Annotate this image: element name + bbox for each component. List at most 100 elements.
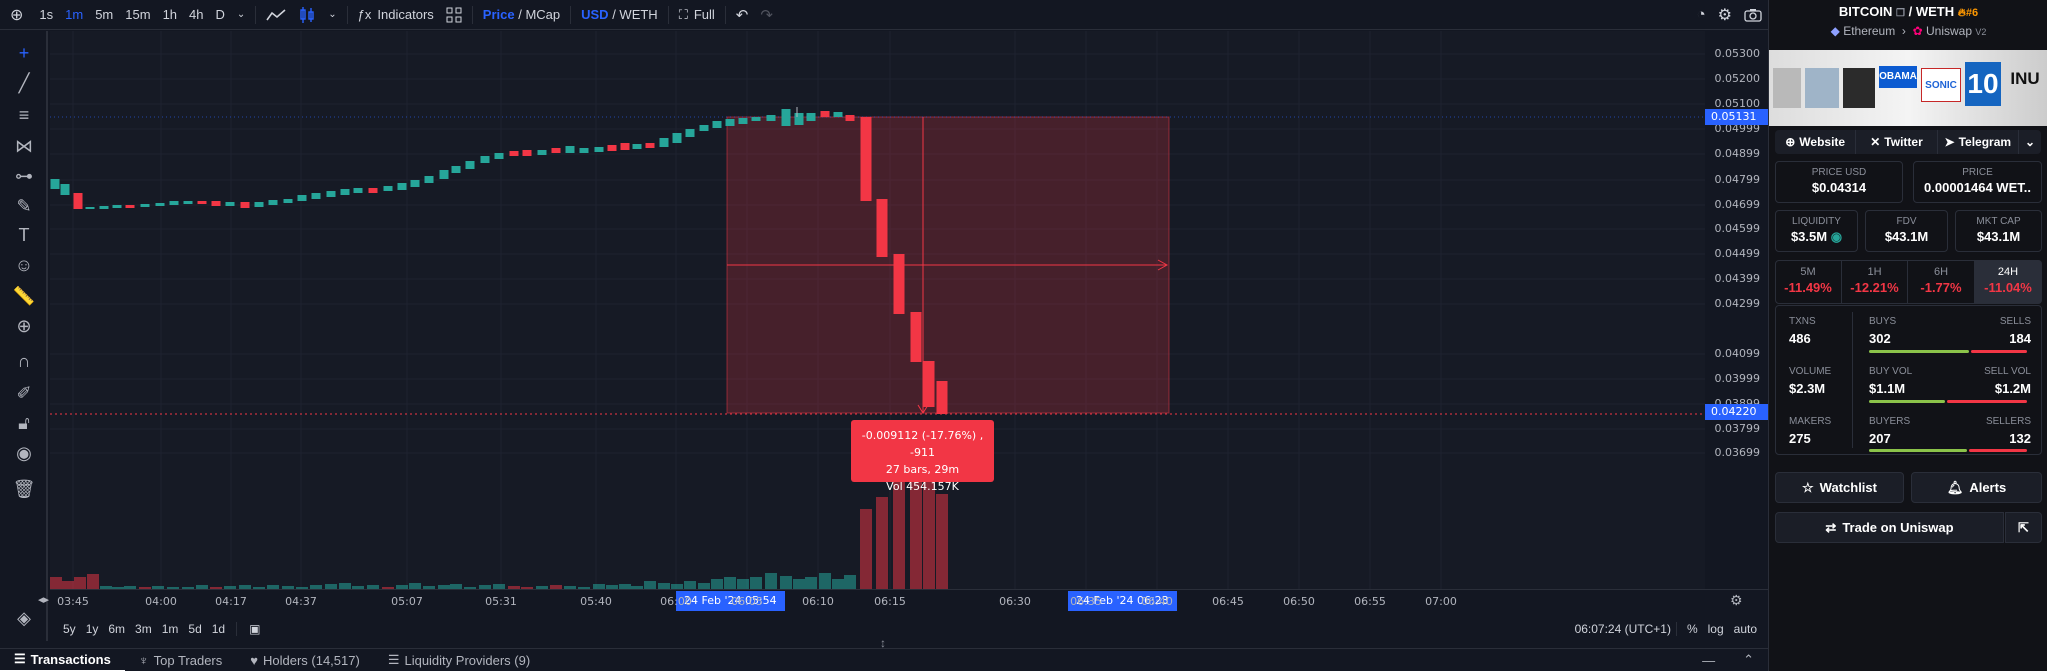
emoji-icon[interactable]: ☺ — [14, 254, 34, 275]
tab-holders[interactable]: ♥ Holders (14,517) — [236, 653, 374, 668]
volume-bar — [100, 586, 112, 589]
buyvol-bar — [1869, 400, 1945, 403]
interval-d[interactable]: D — [215, 7, 225, 22]
trend-line-icon[interactable]: ╱ — [18, 72, 30, 93]
volume-bar — [698, 583, 710, 589]
twitter-link[interactable]: ✕ Twitter — [1856, 130, 1938, 154]
candle — [672, 133, 682, 143]
range-1m[interactable]: 1m — [161, 622, 179, 636]
interval-1m[interactable]: 1m — [65, 7, 84, 22]
price-mcap-toggle[interactable]: Price / MCap — [477, 0, 566, 30]
chevron-down-icon[interactable]: ⌄ — [2024, 135, 2036, 149]
settings-gear-icon[interactable]: ⚙ — [1730, 592, 1743, 608]
volume-bar — [923, 459, 935, 589]
log-toggle[interactable]: log — [1707, 622, 1724, 636]
change-24h[interactable]: 24H -11.04% — [1974, 260, 2042, 304]
percent-toggle[interactable]: % — [1675, 622, 1703, 636]
add-symbol-icon[interactable]: ⊕ — [10, 6, 24, 24]
candle — [751, 117, 761, 121]
rank-badge: #6 — [1965, 7, 1979, 19]
eye-icon[interactable]: ◉ — [16, 442, 32, 463]
price-chart[interactable] — [50, 31, 1705, 589]
usd-option[interactable]: USD — [581, 7, 609, 22]
clock-readout[interactable]: 06:07:24 (UTC+1) — [1574, 622, 1671, 636]
crosshair-icon[interactable]: + — [18, 42, 30, 63]
price-usd-value: $0.04314 — [1811, 180, 1867, 195]
camera-icon[interactable] — [1738, 0, 1768, 30]
lock-icon[interactable]: 🔓︎ — [18, 412, 30, 433]
dex-version: V2 — [1975, 27, 1987, 37]
change-1h[interactable]: 1H -12.21% — [1841, 260, 1907, 304]
list-icon: ☰ — [14, 651, 26, 666]
zoom-in-icon[interactable]: ⊕ — [16, 315, 32, 336]
mcap-option[interactable]: MCap — [525, 7, 561, 22]
change-5m[interactable]: 5M -11.49% — [1775, 260, 1841, 304]
currency-toggle[interactable]: USD / WETH — [575, 0, 664, 30]
tab-transactions[interactable]: ☰ Transactions — [0, 649, 125, 671]
expand-icon[interactable]: ⌃ — [1743, 652, 1754, 667]
chevron-down-icon[interactable]: ⌄ — [328, 9, 337, 20]
candle — [326, 191, 336, 197]
website-link[interactable]: ⊕ Website — [1775, 130, 1857, 154]
telegram-link[interactable]: ➤ Telegram — [1938, 130, 2019, 154]
object-tree-icon[interactable]: ◈ — [17, 607, 31, 628]
interval-15m[interactable]: 15m — [125, 7, 151, 22]
brush-icon[interactable]: ✎ — [16, 195, 32, 216]
candle — [820, 111, 830, 117]
range-5d[interactable]: 5d — [188, 622, 202, 636]
trash-icon[interactable]: 🗑︎ — [12, 478, 36, 499]
change-6h[interactable]: 6H -1.77% — [1907, 260, 1974, 304]
magnet-icon[interactable]: ∩ — [17, 350, 31, 371]
range-1d[interactable]: 1d — [211, 622, 226, 636]
calendar-icon[interactable]: ▣ — [236, 622, 265, 636]
lock-drawing-icon[interactable]: ✐ — [16, 382, 32, 403]
undo-icon[interactable]: ↶ — [735, 6, 749, 24]
prediction-icon[interactable]: ⊶ — [15, 165, 33, 186]
interval-4h[interactable]: 4h — [189, 7, 204, 22]
redo-icon[interactable]: ↷ — [760, 6, 773, 24]
range-6m[interactable]: 6m — [108, 622, 126, 636]
pattern-icon[interactable]: ⋈ — [15, 135, 33, 156]
chart-type-line-icon[interactable] — [260, 0, 292, 30]
chart-type-candles-icon[interactable] — [292, 0, 322, 30]
volume-bar — [832, 579, 844, 589]
dex-link[interactable]: Uniswap — [1925, 24, 1973, 38]
interval-1s[interactable]: 1s — [39, 7, 54, 22]
scroll-left-icon[interactable]: ◂▸ — [38, 594, 50, 606]
tab-top-traders[interactable]: ♆ Top Traders — [125, 653, 236, 668]
range-3m[interactable]: 3m — [135, 622, 152, 636]
fib-retracement-icon[interactable]: ≡ — [18, 104, 30, 125]
layouts-icon[interactable] — [440, 0, 468, 30]
replay-icon[interactable]: ◔ — [1696, 6, 1706, 23]
candle — [806, 113, 816, 121]
candle — [923, 361, 935, 407]
divider — [667, 5, 669, 24]
range-5y[interactable]: 5y — [63, 622, 76, 636]
trade-button[interactable]: ⇄ Trade on Uniswap — [1775, 512, 2004, 543]
alerts-button[interactable]: 🔔︎ Alerts — [1911, 472, 2042, 503]
time-axis[interactable]: ◂▸ 24 Feb '24 05:54 24 Feb '24 06:23 ⚙ 0… — [38, 589, 1768, 612]
text-icon[interactable]: T — [18, 224, 30, 245]
quote-token: WETH — [1915, 4, 1955, 19]
settings-gear-icon[interactable]: ⚙ — [1717, 6, 1732, 24]
interval-1h[interactable]: 1h — [162, 7, 178, 22]
copy-icon[interactable]: ❐ — [1896, 8, 1905, 19]
watchlist-button[interactable]: ☆ Watchlist — [1775, 472, 1904, 503]
resize-handle-icon[interactable]: ↕ — [880, 636, 886, 650]
volume-bar — [606, 585, 618, 589]
volume-bar — [464, 587, 476, 589]
price-option[interactable]: Price — [482, 7, 515, 22]
minimize-icon[interactable]: — — [1702, 652, 1716, 668]
interval-5m[interactable]: 5m — [95, 7, 114, 22]
chain-link[interactable]: Ethereum — [1843, 24, 1896, 38]
indicators-button[interactable]: ƒx Indicators — [352, 0, 440, 30]
ruler-icon[interactable]: 📏 — [12, 285, 36, 306]
tab-liquidity-providers[interactable]: ☰ Liquidity Providers (9) — [374, 652, 544, 668]
candlestick-chart[interactable] — [50, 31, 1705, 589]
range-1y[interactable]: 1y — [85, 622, 99, 636]
external-link-icon[interactable]: ⇱ — [2005, 512, 2042, 543]
fullscreen-button[interactable]: ⛶ Full — [673, 0, 721, 30]
chevron-down-icon[interactable]: ⌄ — [236, 9, 246, 20]
auto-toggle[interactable]: auto — [1733, 622, 1757, 636]
weth-option[interactable]: WETH — [619, 7, 658, 22]
